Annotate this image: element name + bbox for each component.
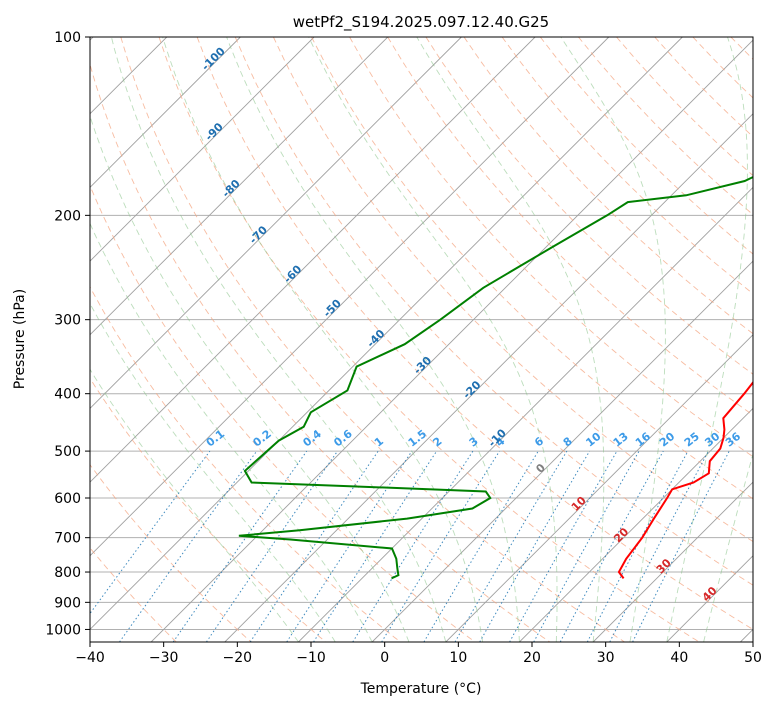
dry-adiabat-line — [388, 37, 775, 642]
dry-adiabat-line — [197, 37, 774, 642]
dry-adiabat-label: -10 — [486, 426, 509, 449]
mixing-ratio-line — [424, 451, 538, 642]
isotherm-line — [0, 37, 314, 642]
dry-adiabat-label: -100 — [199, 44, 228, 73]
x-tick-label: 30 — [597, 650, 615, 666]
dry-adiabat-line — [769, 37, 775, 642]
mixing-ratio-label: 0.4 — [301, 427, 325, 449]
mixing-ratio-label: 0.1 — [204, 427, 227, 449]
isotherm-line — [225, 37, 775, 642]
mixing-ratio-label: 2 — [431, 435, 445, 450]
isotherm-line — [667, 37, 775, 642]
isotherm-line — [519, 37, 775, 642]
mixing-ratio-line — [587, 451, 688, 642]
x-tick-label: 40 — [670, 650, 688, 666]
y-axis-label: Pressure (hPa) — [12, 289, 28, 389]
dewpoint-profile — [239, 37, 775, 578]
x-tick-label: −30 — [149, 650, 179, 666]
dry-adiabat-line — [540, 37, 775, 642]
mixing-ratio-line — [287, 451, 412, 642]
dry-adiabat-line — [464, 37, 775, 642]
x-tick-label: 50 — [744, 650, 762, 666]
dry-adiabat-label: 20 — [611, 525, 631, 545]
dry-adiabat-line — [6, 37, 400, 642]
moist-adiabat-line — [111, 37, 445, 642]
y-tick-label: 200 — [54, 208, 81, 224]
y-tick-label: 400 — [54, 387, 81, 403]
moist-adiabat-line — [3, 37, 335, 642]
mixing-ratio-label: 25 — [682, 430, 702, 450]
dry-adiabat-label: 10 — [569, 494, 589, 514]
dry-adiabat-label: -20 — [460, 378, 483, 401]
x-axis-label: Temperature (°C) — [360, 681, 482, 697]
y-tick-label: 100 — [54, 30, 81, 46]
isotherm-line — [4, 37, 609, 642]
moist-adiabat-line — [561, 37, 666, 642]
x-tick-label: −10 — [296, 650, 326, 666]
dry-adiabat-line — [693, 37, 775, 642]
mixing-ratio-line — [534, 451, 639, 642]
dry-adiabat-line — [159, 37, 699, 642]
x-tick-label: 20 — [523, 650, 541, 666]
y-tick-label: 800 — [54, 565, 81, 581]
dry-adiabat-line — [350, 37, 775, 642]
y-tick-label: 700 — [54, 531, 81, 547]
x-tick-label: −40 — [75, 650, 105, 666]
mixing-ratio-label: 13 — [611, 430, 631, 450]
dry-adiabat-label: -60 — [281, 262, 304, 285]
y-tick-label: 1000 — [45, 622, 81, 638]
y-tick-label: 600 — [54, 491, 81, 507]
dry-adiabat-label: -90 — [203, 120, 226, 143]
mixing-ratio-line — [560, 451, 663, 642]
mixing-ratio-label: 36 — [723, 430, 743, 450]
x-tick-label: −20 — [223, 650, 253, 666]
mixing-ratio-label: 6 — [532, 434, 546, 449]
mixing-ratio-label: 30 — [702, 430, 722, 450]
dry-adiabat-label: -40 — [364, 327, 387, 350]
dry-adiabat-line — [0, 37, 326, 642]
mixing-ratio-label: 1.5 — [406, 427, 429, 449]
dry-adiabat-label: 40 — [700, 584, 720, 604]
temperature-profile — [619, 37, 775, 578]
x-tick-label: 10 — [449, 650, 467, 666]
mixing-ratio-label: 3 — [467, 435, 481, 450]
mixing-ratio-line — [455, 451, 567, 642]
mixing-ratio-label: 1 — [372, 435, 386, 450]
isotherm-line — [372, 37, 775, 642]
mixing-ratio-label: 16 — [633, 430, 653, 450]
dry-adiabat-line — [502, 37, 775, 642]
dry-adiabat-line — [655, 37, 775, 642]
chart-title: wetPf2_S194.2025.097.12.40.G25 — [293, 13, 549, 32]
dry-adiabat-label: -30 — [411, 354, 434, 377]
mixing-ratio-label: 10 — [583, 430, 603, 450]
y-tick-label: 300 — [54, 313, 81, 329]
x-tick-label: 0 — [380, 650, 389, 666]
y-tick-label: 900 — [54, 595, 81, 611]
y-tick-label: 500 — [54, 444, 81, 460]
mixing-ratio-label: 0.6 — [331, 427, 355, 449]
dry-adiabat-line — [617, 37, 775, 642]
dry-adiabat-label: -50 — [321, 297, 344, 320]
dry-adiabat-label: 30 — [654, 556, 674, 576]
